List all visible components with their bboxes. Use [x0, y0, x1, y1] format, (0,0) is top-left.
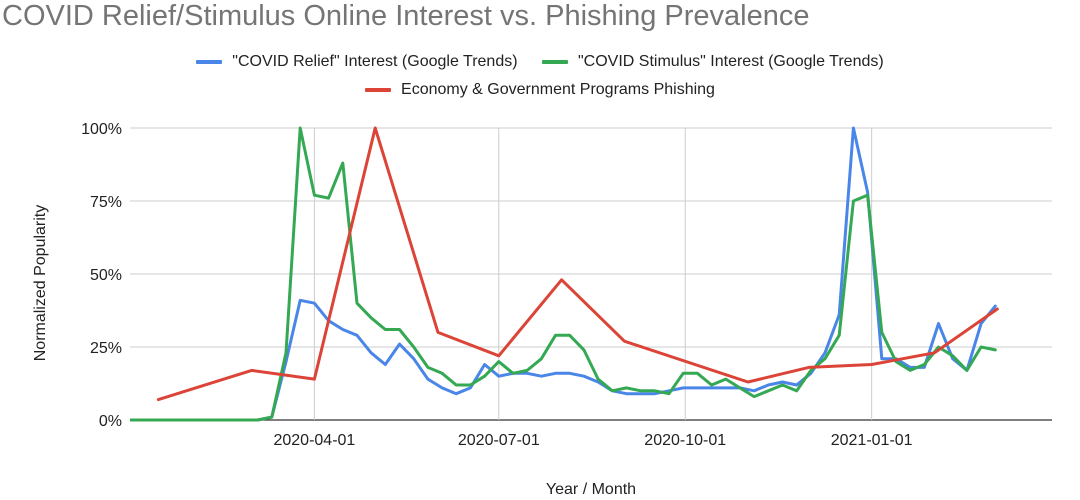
- legend-item-phishing: Economy & Government Programs Phishing: [365, 81, 715, 99]
- x-tick-label: 2020-10-01: [644, 432, 726, 449]
- y-tick-label: 50%: [90, 267, 122, 284]
- y-tick-label: 0%: [99, 413, 122, 430]
- y-tick-labels: 0% 25% 50% 75% 100%: [81, 121, 122, 430]
- chart-title: COVID Relief/Stimulus Online Interest vs…: [2, 0, 810, 32]
- x-tick-label: 2021-01-01: [831, 432, 913, 449]
- series-line-covid-stimulus: [130, 126, 997, 422]
- series-lines: [130, 126, 999, 422]
- legend-row-2: Economy & Government Programs Phishing: [0, 79, 1080, 99]
- y-tick-label: 25%: [90, 340, 122, 357]
- series-line-phishing: [156, 126, 999, 402]
- legend-swatch-covid-relief: [196, 60, 223, 64]
- legend-swatch-covid-stimulus: [542, 60, 568, 64]
- y-tick-label: 75%: [90, 194, 122, 211]
- legend-label-covid-relief: "COVID Relief" Interest (Google Trends): [232, 53, 518, 70]
- y-axis-label: Normalized Popularity: [32, 205, 49, 362]
- x-axis-label: Year / Month: [546, 481, 636, 498]
- legend-label-covid-stimulus: "COVID Stimulus" Interest (Google Trends…: [578, 53, 884, 70]
- y-tick-label: 100%: [81, 121, 122, 138]
- grid-lines: [130, 127, 1052, 421]
- x-tick-label: 2020-07-01: [458, 432, 540, 449]
- legend-item-covid-relief: "COVID Relief" Interest (Google Trends): [196, 53, 518, 71]
- legend-swatch-phishing: [365, 88, 392, 92]
- legend-item-covid-stimulus: "COVID Stimulus" Interest (Google Trends…: [542, 53, 884, 71]
- legend-row-1: "COVID Relief" Interest (Google Trends) …: [0, 51, 1080, 71]
- x-tick-label: 2020-04-01: [273, 432, 355, 449]
- x-tick-labels: 2020-04-01 2020-07-01 2020-10-01 2021-01-01: [273, 432, 912, 449]
- legend-label-phishing: Economy & Government Programs Phishing: [401, 81, 715, 98]
